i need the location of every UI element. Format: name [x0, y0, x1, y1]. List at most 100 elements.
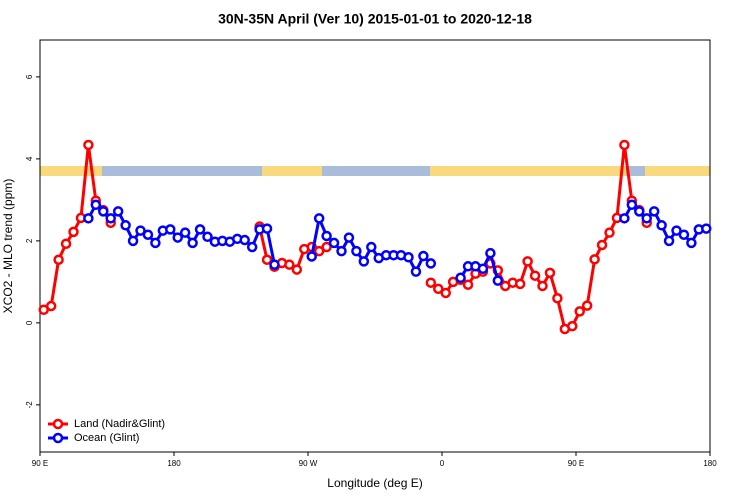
point [284, 259, 295, 270]
point [589, 254, 600, 265]
point [239, 234, 250, 246]
land-strip [430, 166, 498, 176]
point [165, 224, 176, 235]
point [701, 223, 712, 234]
plot-frame [39, 39, 711, 453]
ocean-strip [40, 166, 710, 176]
y-tick-label: 0 [25, 320, 34, 325]
point [410, 266, 422, 277]
point [261, 254, 273, 265]
point [425, 277, 437, 288]
point [83, 139, 94, 151]
point [641, 213, 652, 224]
point [112, 206, 124, 217]
point [313, 213, 325, 224]
point [440, 287, 451, 299]
point [574, 306, 585, 317]
x-tick-label: 90 W [299, 459, 318, 468]
point [433, 283, 444, 295]
land-strip [498, 166, 626, 176]
point [142, 229, 154, 240]
point [581, 300, 593, 311]
point [462, 279, 474, 290]
point [529, 270, 541, 281]
x-axis-label: Longitude (deg E) [327, 476, 422, 490]
point [619, 139, 630, 151]
point [246, 241, 258, 253]
legend-label: Land (Nadir&Glint) [74, 418, 165, 430]
point [306, 251, 317, 262]
point [90, 199, 102, 211]
point [686, 237, 697, 249]
point [596, 239, 608, 251]
land-strip [40, 166, 102, 176]
point [648, 206, 660, 217]
point [187, 237, 198, 249]
y-tick-label: 2 [25, 238, 34, 243]
point [425, 258, 437, 269]
point [663, 235, 675, 247]
point [291, 264, 303, 275]
point [671, 225, 682, 236]
point [313, 245, 325, 257]
point [68, 226, 79, 238]
legend: Land (Nadir&Glint) Ocean (Glint) [48, 418, 165, 444]
point [328, 237, 340, 249]
point [83, 213, 94, 224]
point [567, 320, 578, 332]
point [544, 267, 556, 279]
point [135, 225, 146, 236]
point [172, 232, 183, 243]
point [261, 223, 273, 234]
point [179, 227, 191, 238]
point [343, 232, 355, 243]
legend-marker [52, 418, 64, 430]
y-tick-label: 4 [25, 156, 34, 161]
x-tick-label: 180 [703, 459, 717, 468]
point [522, 256, 533, 267]
point [514, 278, 526, 290]
x-tick-label: 90 E [32, 459, 48, 468]
point [477, 263, 489, 275]
point [269, 259, 280, 270]
x-tick-label: 0 [440, 459, 445, 468]
point [105, 213, 116, 224]
point [678, 229, 690, 240]
point [537, 280, 548, 292]
point [492, 275, 504, 286]
point [358, 256, 370, 267]
y-tick-label: -2 [25, 401, 34, 409]
point [552, 293, 563, 304]
point [321, 241, 332, 253]
y-axis-label: XCO2 - MLO trend (ppm) [1, 179, 15, 314]
point [604, 227, 615, 238]
point [485, 247, 496, 259]
point [656, 220, 667, 231]
legend-label: Ocean (Glint) [74, 432, 139, 444]
point [418, 250, 429, 262]
point [45, 300, 57, 312]
point [455, 272, 466, 284]
point [194, 224, 206, 235]
point [619, 213, 630, 224]
point [403, 252, 414, 263]
point [634, 206, 645, 217]
x-tick-label: 90 E [568, 459, 584, 468]
land-strip [262, 166, 322, 176]
point [60, 238, 72, 249]
point [150, 237, 161, 249]
x-tick-label: 180 [167, 459, 181, 468]
point [336, 245, 347, 257]
land-strip [645, 166, 710, 176]
point [98, 206, 109, 217]
point [127, 235, 139, 247]
point [626, 199, 638, 211]
point [120, 220, 131, 231]
point [321, 230, 332, 242]
point [202, 231, 213, 243]
chart-title: 30N-35N April (Ver 10) 2015-01-01 to 202… [218, 11, 532, 27]
legend-marker [52, 432, 64, 444]
y-tick-label: 6 [25, 74, 34, 79]
